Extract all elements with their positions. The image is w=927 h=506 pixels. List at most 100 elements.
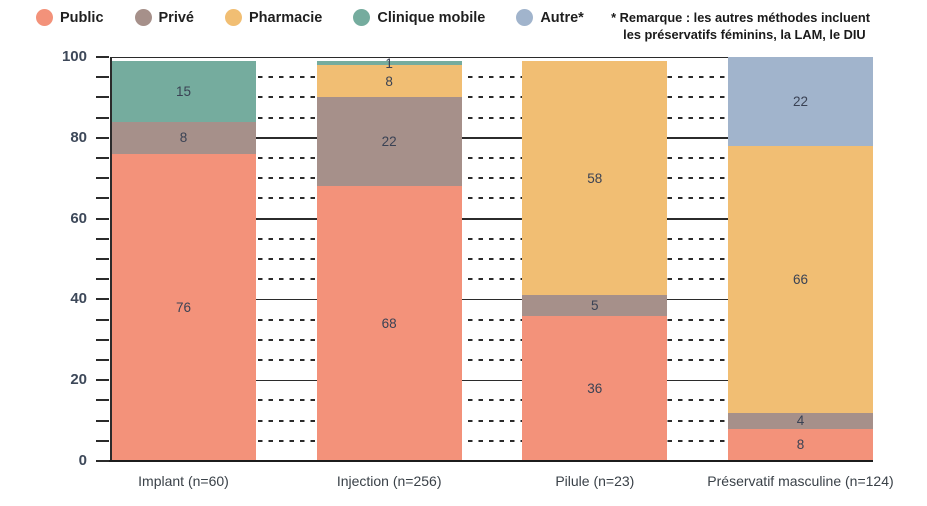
gridline-minor	[111, 197, 873, 200]
legend-item-label: Pharmacie	[249, 9, 323, 26]
y-axis-tick	[96, 157, 109, 159]
gridline-minor	[111, 278, 873, 281]
y-axis-tick	[96, 298, 109, 301]
legend-swatch-icon	[134, 9, 152, 26]
segment-prive: 22	[316, 97, 462, 187]
y-axis-tick	[96, 379, 109, 382]
segment-value-label: 76	[175, 299, 192, 315]
y-axis-tick	[96, 359, 109, 361]
y-axis-tick	[96, 278, 109, 281]
gridline-major	[111, 218, 873, 220]
legend-item-clinique-mobile: Clinique mobile	[353, 9, 485, 26]
segment-pharmacie: 66	[727, 145, 873, 413]
segment-public: 8	[727, 428, 873, 461]
y-axis-tick	[96, 399, 109, 402]
segment-prive: 4	[727, 412, 873, 429]
legend-item-prive: Privé	[134, 9, 194, 26]
bars-container: 76 8 15 Implant (n=60) 68 22 8 1 Injection (n=25…	[111, 56, 894, 489]
legend-item-pharmacie: Pharmacie	[225, 9, 322, 26]
chart-legend: Public Privé Pharmacie Clinique mobile Autre…	[36, 9, 615, 26]
bar-pilule-n-23: 36 5 58 Pilule (n=23)	[522, 57, 668, 489]
segment-prive: 5	[522, 295, 668, 316]
y-axis-tick	[96, 136, 109, 139]
segment-value-label: 68	[381, 316, 397, 332]
segment-clinique-mobile: 1	[316, 56, 462, 71]
legend-swatch-icon	[516, 9, 534, 26]
y-axis-tick	[96, 116, 109, 119]
segment-prive: 8	[111, 121, 256, 154]
bar-preservatif-masculine-n-124: 8 4 66 22 Préservatif masculine (n=124)	[707, 57, 894, 489]
x-axis-line	[109, 459, 873, 462]
y-axis-tick	[96, 96, 109, 99]
y-axis-label: 60	[70, 209, 87, 227]
y-axis-tick	[96, 237, 109, 240]
legend-item-label: Public	[60, 9, 104, 26]
x-axis-label: Implant (n=60)	[138, 473, 229, 489]
bar-implant-n-60: 76 8 15 Implant (n=60)	[111, 57, 256, 489]
y-axis-tick	[96, 76, 109, 79]
segment-value-label: 22	[792, 93, 808, 109]
legend-item-autre: Autre*	[516, 9, 584, 26]
x-axis-label: Préservatif masculine (n=124)	[707, 473, 894, 489]
gridline-major	[111, 379, 873, 382]
segment-value-label: 5	[591, 297, 599, 313]
y-axis-tick	[96, 217, 109, 220]
gridline-major	[111, 137, 873, 139]
footnote-line2: les préservatifs féminins, la LAM, le DI…	[623, 26, 866, 42]
plot-area: 76 8 15 Implant (n=60) 68 22 8 1 Injection (n=25…	[62, 48, 894, 489]
y-axis-line	[110, 57, 112, 461]
gridline-minor	[111, 258, 873, 260]
legend-swatch-icon	[353, 9, 371, 26]
y-axis-tick	[96, 258, 109, 260]
gridline-minor	[111, 237, 873, 240]
gridline-minor	[111, 318, 873, 321]
y-axis-label: 0	[78, 452, 87, 469]
segment-value-label: 8	[796, 437, 805, 453]
y-axis-tick	[96, 419, 109, 422]
segment-value-label: 15	[175, 83, 192, 99]
y-axis-tick	[96, 439, 109, 442]
segment-autre: 22	[727, 57, 873, 146]
footnote: * Remarque : les autres méthodes incluen…	[611, 10, 870, 44]
gridline-minor	[111, 338, 873, 341]
y-axis-label: 80	[70, 128, 87, 146]
gridline-minor	[111, 76, 873, 79]
gridline-major	[111, 299, 873, 301]
segment-pharmacie: 8	[316, 65, 462, 98]
footnote-line1: * Remarque : les autres méthodes incluen…	[611, 10, 870, 25]
legend-swatch-icon	[225, 9, 242, 26]
y-axis-tick	[96, 177, 109, 180]
gridline-minor	[111, 439, 873, 442]
gridline-minor	[111, 419, 873, 422]
segment-value-label: 8	[179, 130, 188, 146]
x-axis-label: Pilule (n=23)	[555, 473, 635, 489]
segment-value-label: 22	[381, 134, 397, 150]
legend-swatch-icon	[36, 9, 53, 26]
segment-value-label: 8	[385, 73, 393, 89]
gridline-minor	[111, 177, 873, 180]
gridline-major	[111, 56, 873, 58]
x-axis-label: Injection (n=256)	[336, 473, 442, 489]
y-axis-label: 40	[70, 290, 87, 308]
gridline-minor	[111, 96, 873, 99]
y-axis-label: 100	[61, 48, 87, 65]
segment-value-label: 1	[385, 55, 393, 71]
legend-item-label: Clinique mobile	[377, 9, 486, 26]
gridline-minor	[111, 399, 873, 402]
y-axis-tick	[96, 460, 109, 462]
segment-value-label: 36	[587, 380, 603, 396]
legend-item-label: Privé	[158, 9, 194, 26]
y-axis-tick	[96, 318, 109, 321]
y-axis-tick	[96, 56, 109, 58]
segment-clinique-mobile: 15	[111, 61, 256, 122]
segment-value-label: 66	[792, 271, 808, 287]
legend-item-label: Autre*	[540, 9, 584, 26]
bar-injection-n-256: 68 22 8 1 Injection (n=256)	[316, 56, 462, 489]
gridline-minor	[111, 359, 873, 361]
segment-value-label: 58	[587, 170, 603, 186]
segment-value-label: 4	[796, 413, 805, 429]
segment-public: 36	[522, 315, 668, 461]
legend-item-public: Public	[36, 9, 104, 26]
gridline-minor	[111, 116, 873, 119]
